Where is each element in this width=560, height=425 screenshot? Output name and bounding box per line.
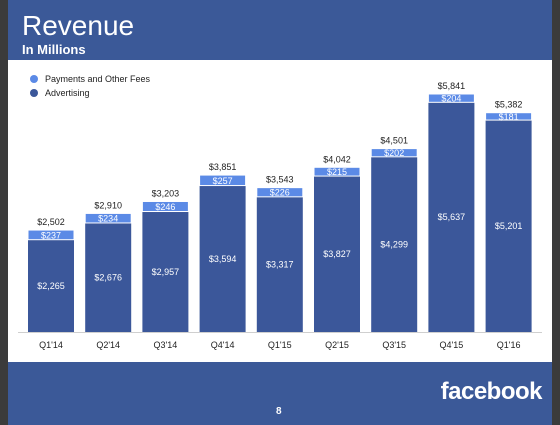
data-label-total: $2,910 [94, 200, 122, 210]
x-tick-label: Q2'14 [96, 340, 120, 350]
bar-advertising [428, 102, 475, 332]
data-label-advertising: $3,827 [323, 249, 351, 259]
legend-label-payments: Payments and Other Fees [45, 74, 151, 84]
facebook-logo: facebook [440, 378, 543, 405]
legend-label-advertising: Advertising [45, 88, 90, 98]
data-label-payments: $204 [441, 94, 461, 104]
page-title: Revenue [22, 10, 135, 41]
x-tick-label: Q1'16 [497, 340, 521, 350]
data-label-payments: $226 [270, 188, 290, 198]
legend-item-advertising: Advertising [30, 86, 150, 100]
data-label-advertising: $2,957 [152, 267, 180, 277]
bar-advertising [314, 176, 360, 332]
data-label-payments: $246 [155, 202, 175, 212]
data-label-advertising: $5,201 [495, 221, 523, 231]
x-tick-label: Q2'15 [325, 340, 349, 350]
data-label-total: $5,841 [438, 81, 466, 91]
x-tick-label: Q4'15 [440, 340, 464, 350]
x-tick-label: Q1'14 [39, 340, 63, 350]
data-label-payments: $257 [213, 176, 233, 186]
legend-item-payments: Payments and Other Fees [30, 72, 150, 86]
header-bar: Revenue In Millions [8, 0, 552, 60]
slide: Revenue In Millions Payments and Other F… [8, 0, 552, 425]
bar-payments [427, 93, 475, 103]
bar-payments [485, 112, 533, 121]
data-label-total: $3,851 [209, 162, 237, 172]
bar-payments [141, 200, 189, 213]
bar-payments [370, 148, 418, 158]
page-subtitle: In Millions [22, 42, 86, 57]
x-tick-label: Q1'15 [268, 340, 292, 350]
data-label-total: $5,382 [495, 100, 523, 110]
data-label-payments: $237 [41, 230, 61, 240]
bar-advertising [371, 156, 418, 332]
x-tick-label: Q3'14 [154, 340, 178, 350]
data-label-total: $2,502 [37, 217, 65, 227]
data-label-payments: $215 [327, 167, 347, 177]
chart-legend: Payments and Other Fees Advertising [30, 72, 150, 100]
bar-advertising [142, 211, 189, 332]
bar-payments [256, 187, 304, 198]
data-label-payments: $202 [384, 148, 404, 158]
data-label-advertising: $3,594 [209, 254, 237, 264]
page-number: 8 [276, 406, 282, 417]
revenue-chart: $2,265 $237 $2,502 Q1'14 $2,676 $234 $2,910 Q2'… [18, 81, 542, 350]
data-label-total: $4,501 [380, 136, 408, 146]
data-label-total: $4,042 [323, 154, 351, 164]
bar-payments [313, 166, 361, 177]
data-label-total: $3,203 [152, 188, 180, 198]
data-label-payments: $181 [499, 112, 519, 122]
footer-bar: facebook 8 [8, 362, 552, 425]
bar-advertising [485, 120, 532, 332]
data-label-total: $3,543 [266, 175, 294, 185]
bar-advertising [256, 196, 303, 332]
legend-swatch-payments [30, 75, 38, 83]
x-tick-label: Q4'14 [211, 340, 235, 350]
legend-swatch-advertising [30, 89, 38, 97]
data-label-advertising: $3,317 [266, 259, 294, 269]
bar-payments [27, 229, 75, 241]
bar-advertising [85, 222, 132, 332]
bar-payments [199, 174, 247, 187]
data-label-payments: $234 [98, 214, 118, 224]
bar-advertising [28, 239, 74, 332]
data-label-advertising: $2,676 [94, 272, 122, 282]
data-label-advertising: $5,637 [438, 212, 466, 222]
x-tick-label: Q3'15 [382, 340, 406, 350]
data-label-advertising: $4,299 [380, 239, 408, 249]
bar-payments [84, 212, 132, 224]
data-label-advertising: $2,265 [37, 281, 65, 291]
bar-advertising [199, 185, 246, 332]
